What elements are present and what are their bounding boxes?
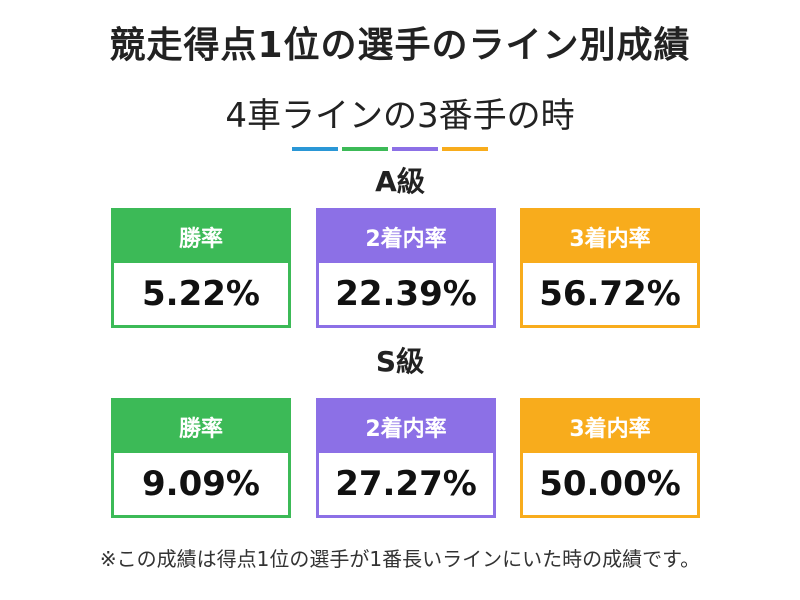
card-value: 5.22% [142,274,260,314]
a-win-rate-card: 勝率 5.22% [111,208,291,328]
card-header: 2着内率 [319,211,493,263]
page-subtitle: 4車ラインの3番手の時 [225,96,575,136]
underline-purple-segment [392,147,438,151]
card-value: 56.72% [539,274,681,314]
grade-heading-a: A級 [375,165,425,198]
card-header: 勝率 [114,211,288,263]
card-header: 3着内率 [523,401,697,453]
card-header: 勝率 [114,401,288,453]
card-value: 27.27% [335,464,477,504]
footnote: ※この成績は得点1位の選手が1番長いラインにいた時の成績です。 [99,547,701,571]
underline-blue-segment [292,147,338,151]
card-value: 9.09% [142,464,260,504]
a-top3-rate-card: 3着内率 56.72% [520,208,700,328]
card-value: 50.00% [539,464,681,504]
card-header: 2着内率 [319,401,493,453]
card-value: 22.39% [335,274,477,314]
grade-heading-s: S級 [375,345,425,378]
s-win-rate-card: 勝率 9.09% [111,398,291,518]
card-header: 3着内率 [523,211,697,263]
s-top2-rate-card: 2着内率 27.27% [316,398,496,518]
underline-green-segment [342,147,388,151]
decorative-underline [292,147,488,151]
s-top3-rate-card: 3着内率 50.00% [520,398,700,518]
underline-orange-segment [442,147,488,151]
a-top2-rate-card: 2着内率 22.39% [316,208,496,328]
page-title: 競走得点1位の選手のライン別成績 [109,25,691,66]
